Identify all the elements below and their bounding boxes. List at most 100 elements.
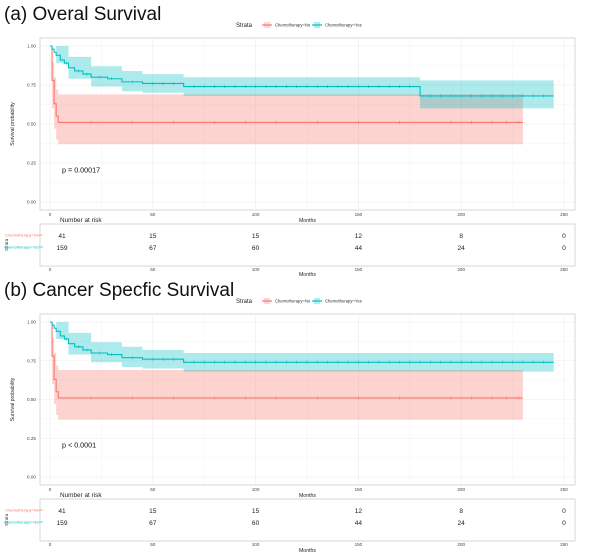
legend: Strata Chemotherapy=No Chemotherapy=Yes [236, 22, 362, 29]
y-tick-label: 1.00 [27, 44, 36, 49]
legend-key-yes-band [314, 22, 320, 28]
legend-key-no-band [264, 298, 270, 304]
x-tick-label: 100 [252, 212, 260, 217]
risk-table-strata-label: Strata [4, 238, 9, 251]
y-tick-label: 0.50 [27, 122, 36, 127]
survival-curve-no [50, 45, 523, 123]
risk-count: 44 [355, 245, 363, 252]
x-tick-label: 50 [150, 212, 156, 217]
risk-x-tick-label: 250 [560, 267, 568, 272]
risk-count: 159 [56, 245, 67, 252]
ci-band-no [50, 46, 523, 145]
risk-count: 0 [562, 233, 566, 240]
p-value: p < 0.0001 [62, 441, 96, 450]
risk-row-label: Chemotherapy=No [5, 508, 39, 513]
y-tick-label: 1.00 [27, 320, 36, 325]
risk-count: 12 [355, 508, 363, 515]
risk-count: 41 [58, 508, 66, 515]
risk-count: 159 [56, 520, 67, 527]
series-no [50, 321, 523, 420]
x-tick-label: 250 [560, 212, 568, 217]
y-tick-label: 0.00 [27, 475, 36, 480]
risk-x-tick-label: 150 [355, 267, 363, 272]
plot-area: 0.00 0.25 0.50 0.75 1.00 0 50 100 150 200 250 Month… [10, 37, 576, 224]
y-tick-label: 0.25 [27, 161, 36, 166]
risk-x-tick-label: 200 [457, 267, 465, 272]
series-yes [50, 321, 554, 372]
series-yes [50, 45, 554, 109]
risk-table-frame [39, 223, 576, 267]
x-axis-label: Months [299, 493, 316, 499]
risk-count: 0 [562, 508, 566, 515]
x-tick-label: 100 [252, 487, 260, 492]
risk-count: 15 [149, 233, 157, 240]
risk-count: 24 [458, 245, 466, 252]
x-tick-label: 0 [49, 487, 52, 492]
risk-count: 67 [149, 245, 157, 252]
plot-area: 0.00 0.25 0.50 0.75 1.00 0 50 100 150 200 250 Month… [10, 313, 576, 499]
ci-band-no [50, 322, 523, 420]
risk-x-tick-label: 200 [457, 542, 465, 547]
risk-count: 60 [252, 245, 260, 252]
risk-count: 24 [458, 520, 466, 527]
risk-count: 15 [252, 508, 260, 515]
risk-x-axis-label: Months [299, 272, 316, 278]
x-tick-label: 200 [457, 212, 465, 217]
legend-title: Strata [236, 23, 253, 29]
risk-x-tick-label: 100 [252, 542, 260, 547]
legend-key-no-band [264, 22, 270, 28]
risk-row-label: Chemotherapy=No [5, 233, 39, 238]
risk-count: 67 [149, 520, 157, 527]
y-tick-label: 0.25 [27, 436, 36, 441]
risk-count: 8 [459, 233, 463, 240]
risk-x-tick-label: 100 [252, 267, 260, 272]
x-tick-label: 250 [560, 487, 568, 492]
panel-title: (a) Overal Survival [4, 4, 161, 25]
p-value: p = 0.00017 [62, 165, 100, 174]
y-tick-label: 0.00 [27, 200, 36, 205]
y-tick-label: 0.75 [27, 358, 36, 363]
risk-table-title: Number at risk [60, 217, 102, 224]
risk-table-title: Number at risk [60, 492, 102, 499]
risk-count: 0 [562, 245, 566, 252]
risk-table-frame [39, 498, 576, 542]
legend: Strata Chemotherapy=No Chemotherapy=Yes [236, 298, 362, 305]
risk-count: 15 [149, 508, 157, 515]
risk-x-tick-label: 50 [150, 542, 156, 547]
risk-count: 12 [355, 233, 363, 240]
legend-key-yes-band [314, 298, 320, 304]
x-tick-label: 200 [457, 487, 465, 492]
x-tick-label: 0 [49, 212, 52, 217]
risk-x-tick-label: 0 [49, 267, 52, 272]
panel-title: (b) Cancer Specfic Survival [4, 280, 234, 301]
y-tick-label: 0.50 [27, 397, 36, 402]
legend-label-no: Chemotherapy=No [275, 23, 311, 28]
ci-band-yes [50, 46, 554, 109]
risk-x-tick-label: 150 [355, 542, 363, 547]
x-tick-label: 150 [355, 487, 363, 492]
y-tick-label: 0.75 [27, 83, 36, 88]
risk-x-tick-label: 0 [49, 542, 52, 547]
risk-row-label: Chemotherapy=Yes [4, 245, 39, 250]
risk-x-tick-label: 250 [560, 542, 568, 547]
risk-count: 44 [355, 520, 363, 527]
risk-count: 8 [459, 508, 463, 515]
survival-curve-no [50, 321, 523, 399]
risk-row-label: Chemotherapy=Yes [4, 520, 39, 525]
y-axis-label: Survival probability [10, 102, 16, 146]
risk-count: 41 [58, 233, 66, 240]
legend-label-no: Chemotherapy=No [275, 299, 311, 304]
y-axis-label: Survival probability [10, 377, 16, 421]
x-tick-label: 50 [150, 487, 156, 492]
risk-count: 15 [252, 233, 260, 240]
risk-table-strata-label: Strata [4, 513, 9, 526]
risk-x-tick-label: 50 [150, 267, 156, 272]
risk-x-axis-label: Months [299, 548, 316, 554]
legend-title: Strata [236, 299, 253, 305]
legend-label-yes: Chemotherapy=Yes [325, 23, 362, 28]
